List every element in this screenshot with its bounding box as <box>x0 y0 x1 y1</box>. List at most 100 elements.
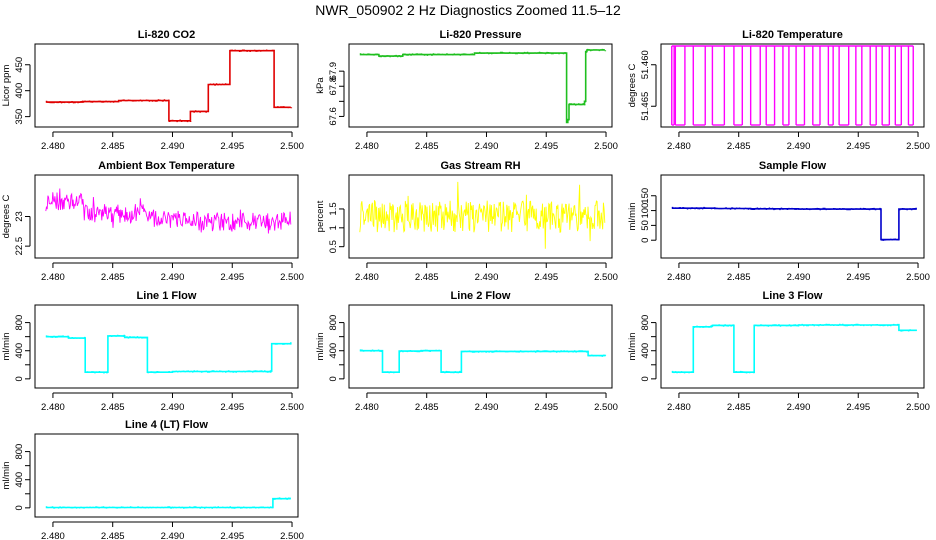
plot-frame <box>660 174 925 259</box>
x-tick-label: 2.495 <box>220 141 244 152</box>
x-axis: 2.480 2.485 2.490 2.495 2.500 <box>41 521 304 540</box>
series-line <box>671 207 917 241</box>
x-tick-label: 2.500 <box>594 141 618 152</box>
x-tick-label: 2.480 <box>355 272 379 283</box>
y-tick-label: 400 <box>328 343 339 359</box>
y-tick-label: 51.465 <box>640 92 651 121</box>
x-tick-label: 2.500 <box>280 531 304 540</box>
x-tick-label: 2.485 <box>101 531 125 540</box>
x-tick-label: 2.495 <box>534 141 558 152</box>
series-group <box>359 349 607 374</box>
x-tick-label: 2.480 <box>667 141 691 152</box>
x-tick-label: 2.480 <box>41 272 65 283</box>
y-tick-label: 150 <box>640 188 651 204</box>
x-axis: 2.480 2.485 2.490 2.495 2.500 <box>355 392 618 413</box>
series-group <box>45 497 291 509</box>
series-line <box>671 323 917 373</box>
y-axis-label: ml/min <box>627 203 638 231</box>
x-tick-label: 2.485 <box>727 272 751 283</box>
y-tick-label: 50 <box>640 220 651 231</box>
plot-frame <box>348 43 613 128</box>
x-axis: 2.480 2.485 2.490 2.495 2.500 <box>667 131 930 152</box>
y-tick-label: 22.5 <box>14 237 25 256</box>
plot-frame <box>348 174 613 259</box>
x-tick-label: 2.485 <box>101 402 125 413</box>
x-tick-label: 2.495 <box>846 272 870 283</box>
y-tick-label: 1 <box>328 225 339 230</box>
panel-pressure: Li-820 Pressure 2.480 2.485 2.490 2.495 2.500… <box>315 29 618 152</box>
series-group <box>45 334 292 374</box>
series-noise <box>671 323 917 374</box>
series-line <box>45 335 292 373</box>
panel-sample: Sample Flow 2.480 2.485 2.490 2.495 2.500 0 50 1… <box>627 160 930 283</box>
x-tick-label: 2.500 <box>280 272 304 283</box>
x-tick-label: 2.485 <box>415 272 439 283</box>
series-line <box>45 497 291 509</box>
x-tick-label: 2.500 <box>906 402 930 413</box>
series-line <box>359 349 606 373</box>
x-tick-label: 2.490 <box>787 402 811 413</box>
series-noise <box>45 49 293 123</box>
panel-title: Gas Stream RH <box>440 160 520 172</box>
y-tick-label: 67.8 <box>328 77 339 96</box>
x-tick-label: 2.480 <box>41 141 65 152</box>
plot-frame <box>348 304 613 389</box>
x-tick-label: 2.490 <box>161 402 185 413</box>
y-tick-label: 67.6 <box>328 107 339 126</box>
y-tick-label: 67.9 <box>328 62 339 81</box>
y-tick-label: 0 <box>640 238 651 243</box>
y-tick-label: 400 <box>640 343 651 359</box>
series-group <box>45 49 293 123</box>
series-noise <box>359 349 607 374</box>
x-tick-label: 2.500 <box>594 402 618 413</box>
panel-title: Line 1 Flow <box>137 290 197 302</box>
panel-rh: Gas Stream RH 2.480 2.485 2.490 2.495 2.500 0.… <box>315 160 618 283</box>
x-tick-label: 2.485 <box>727 141 751 152</box>
series-line <box>359 181 606 249</box>
x-tick-label: 2.495 <box>846 402 870 413</box>
panel-title: Line 3 Flow <box>763 290 823 302</box>
y-tick-label: 400 <box>14 83 25 99</box>
y-axis-label: percent <box>315 200 326 232</box>
x-axis: 2.480 2.485 2.490 2.495 2.500 <box>41 262 304 283</box>
panels: Li-820 CO2 2.480 2.485 2.490 2.495 2.500 350 40… <box>1 29 930 540</box>
plot-frame <box>660 304 925 389</box>
x-tick-label: 2.485 <box>415 141 439 152</box>
plot-frame <box>34 433 299 518</box>
x-axis: 2.480 2.485 2.490 2.495 2.500 <box>667 262 930 283</box>
x-tick-label: 2.495 <box>220 531 244 540</box>
y-axis-label: ml/min <box>627 333 638 361</box>
series-noise <box>45 334 292 374</box>
x-tick-label: 2.500 <box>594 272 618 283</box>
series-line <box>45 49 291 122</box>
panel-line4: Line 4 (LT) Flow 2.480 2.485 2.490 2.495 2.50… <box>1 419 304 540</box>
y-axis-label: Licor ppm <box>1 65 12 107</box>
x-tick-label: 2.480 <box>41 531 65 540</box>
x-axis: 2.480 2.485 2.490 2.495 2.500 <box>355 262 618 283</box>
y-tick-label: 800 <box>14 444 25 460</box>
y-tick-label: 800 <box>640 315 651 331</box>
x-axis: 2.480 2.485 2.490 2.495 2.500 <box>355 131 618 152</box>
y-tick-label: 23 <box>14 211 25 222</box>
y-tick-label: 51.460 <box>640 50 651 79</box>
x-tick-label: 2.500 <box>280 402 304 413</box>
panel-line2: Line 2 Flow 2.480 2.485 2.490 2.495 2.500 0 400… <box>315 290 618 413</box>
x-tick-label: 2.485 <box>415 402 439 413</box>
y-axis-label: degrees C <box>1 194 12 238</box>
series-line <box>45 188 292 234</box>
panel-title: Sample Flow <box>759 160 827 172</box>
panel-title: Line 2 Flow <box>451 290 511 302</box>
x-tick-label: 2.480 <box>355 141 379 152</box>
panel-line1: Line 1 Flow 2.480 2.485 2.490 2.495 2.500 0 400… <box>1 290 304 413</box>
series-group <box>671 45 914 126</box>
panel-title: Li-820 Temperature <box>742 29 843 41</box>
y-tick-label: 800 <box>14 315 25 331</box>
